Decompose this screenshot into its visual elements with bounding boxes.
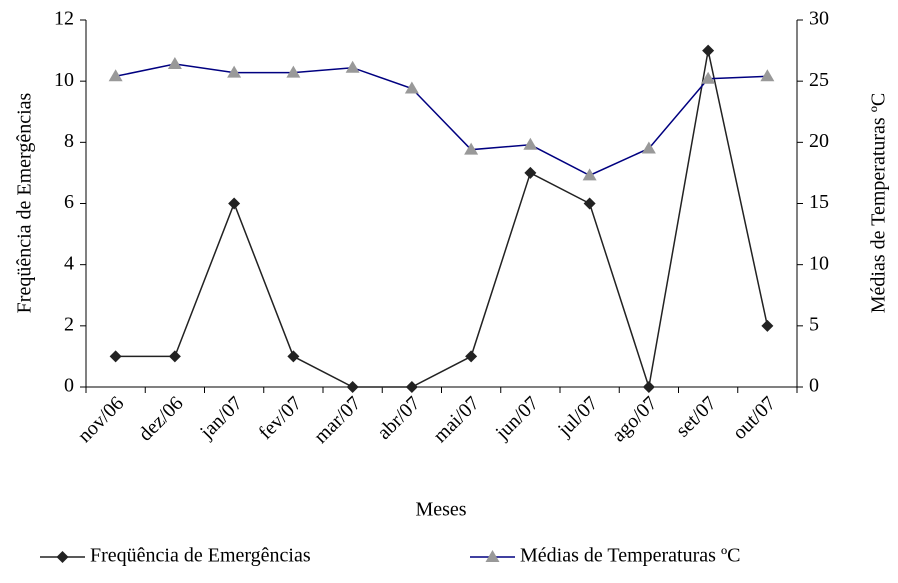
y-tick-label: 12 — [54, 8, 74, 30]
data-point — [583, 197, 596, 210]
series-line — [115, 50, 769, 388]
x-tick-label: abr/07 — [373, 392, 425, 444]
data-point — [287, 350, 300, 363]
x-tick-label: ago/07 — [608, 392, 662, 446]
data-point — [167, 57, 182, 70]
y-tick-label: 8 — [64, 130, 74, 152]
y-axis-title: Freqüência de Emergências — [14, 92, 36, 313]
data-point — [702, 44, 715, 57]
data-point — [642, 381, 655, 393]
y2-tick-label: 20 — [809, 130, 829, 152]
y-tick-label: 0 — [64, 375, 74, 397]
x-axis-title: Meses — [415, 499, 466, 521]
data-point — [346, 381, 359, 393]
data-point — [701, 71, 716, 84]
x-tick-label: out/07 — [728, 392, 780, 444]
x-tick-label: nov/06 — [74, 392, 129, 447]
data-point — [228, 197, 241, 210]
y-tick-label: 6 — [64, 191, 74, 213]
data-point — [404, 81, 419, 94]
x-tick-label: jul/07 — [553, 392, 602, 441]
data-point — [523, 137, 538, 150]
y-tick-label: 2 — [64, 313, 74, 335]
data-point — [465, 350, 478, 363]
y2-tick-label: 30 — [809, 8, 829, 30]
y2-tick-label: 25 — [809, 69, 829, 91]
legend-marker — [485, 550, 500, 562]
data-point — [345, 60, 360, 73]
y2-tick-label: 10 — [809, 252, 829, 274]
data-point — [168, 350, 181, 363]
data-point — [582, 168, 597, 181]
y2-tick-label: 0 — [809, 375, 819, 397]
x-tick-label: mai/07 — [429, 392, 484, 447]
data-point — [641, 141, 656, 154]
data-point — [286, 65, 301, 78]
y-tick-label: 10 — [54, 69, 74, 91]
y2-axis-title: Médias de Temperaturas ºC — [868, 93, 890, 313]
x-tick-label: jan/07 — [195, 392, 247, 444]
y2-tick-label: 15 — [809, 191, 829, 213]
legend-marker — [56, 551, 69, 563]
x-tick-label: jun/07 — [491, 392, 543, 444]
data-point — [227, 65, 242, 78]
x-tick-label: mar/07 — [310, 392, 366, 448]
x-tick-label: set/07 — [672, 392, 721, 441]
data-point — [464, 142, 479, 155]
x-tick-label: fev/07 — [254, 392, 306, 444]
x-tick-label: dez/06 — [134, 392, 187, 445]
y-tick-label: 4 — [64, 252, 74, 274]
series-line — [115, 63, 768, 177]
legend-label: Médias de Temperaturas ºC — [520, 545, 740, 567]
data-point — [405, 381, 418, 393]
y2-tick-label: 5 — [809, 313, 819, 335]
data-point — [761, 319, 774, 332]
data-point — [108, 69, 123, 82]
data-point — [524, 166, 537, 179]
data-point — [760, 69, 775, 82]
data-point — [109, 350, 122, 363]
legend-label: Freqüência de Emergências — [90, 545, 311, 567]
